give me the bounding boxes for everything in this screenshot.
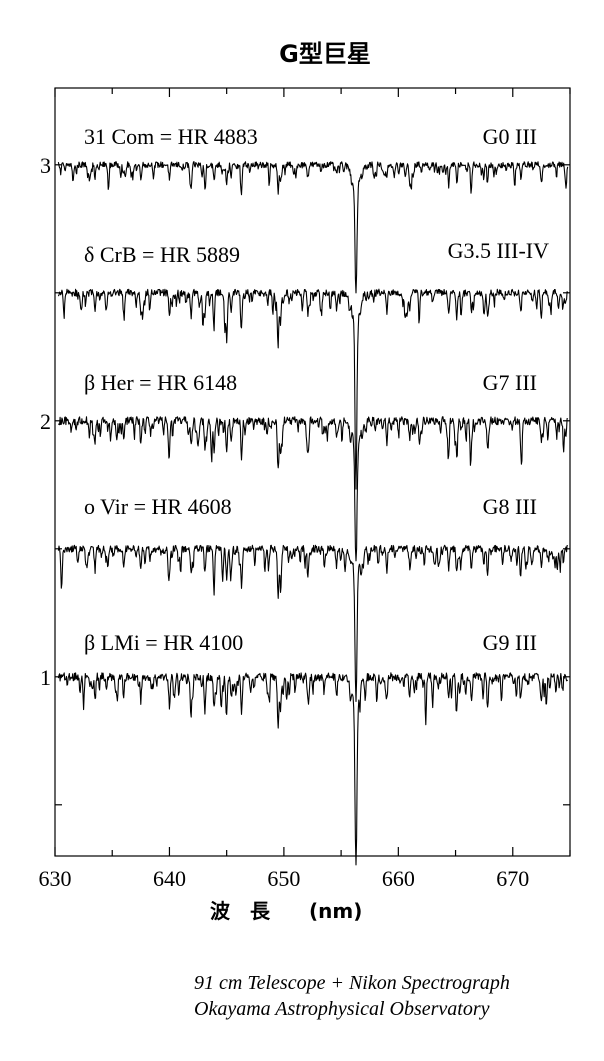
spectrum-line-2: [57, 416, 569, 562]
plot-frame: [54, 87, 571, 857]
spectral-type-beta-her: G7 III: [483, 370, 537, 395]
spectral-type-beta-lmi: G9 III: [483, 630, 537, 655]
spectrum-line-3: [57, 544, 569, 703]
x-tick-label: 630: [39, 866, 72, 891]
spectrum-line-0: [57, 161, 569, 294]
series-label-beta-lmi: β LMi = HR 4100: [84, 630, 243, 655]
credit-telescope: 91 cm Telescope + Nikon Spectrograph: [194, 972, 510, 994]
y-tick-label: 3: [40, 153, 51, 178]
x-axis-unit: (nm): [309, 899, 362, 923]
credit-observatory: Okayama Astrophysical Observatory: [194, 998, 490, 1020]
spectral-type-delta-crb: G3.5 III-IV: [448, 238, 550, 263]
x-tick-label: 640: [153, 866, 186, 891]
x-tick-label: 670: [496, 866, 529, 891]
spectral-type-o-vir: G8 III: [483, 494, 537, 519]
x-tick-label: 650: [267, 866, 300, 891]
chart-title: G型巨星: [279, 40, 371, 68]
series-label-delta-crb: δ CrB = HR 5889: [84, 242, 240, 267]
y-tick-label: 2: [40, 409, 51, 434]
spectrum-line-4: [57, 672, 569, 866]
series-label-31com: 31 Com = HR 4883: [84, 124, 258, 149]
x-axis-ticks: 630 640 650 660 670: [39, 88, 571, 891]
y-tick-label: 1: [40, 665, 51, 690]
x-tick-label: 660: [382, 866, 415, 891]
series-label-beta-her: β Her = HR 6148: [84, 370, 237, 395]
spectra-lines: [57, 161, 569, 866]
spectrum-line-1: [57, 288, 569, 490]
x-axis-label: 波 長: [210, 899, 271, 923]
series-label-o-vir: o Vir = HR 4608: [84, 494, 232, 519]
spectral-type-31com: G0 III: [483, 124, 537, 149]
